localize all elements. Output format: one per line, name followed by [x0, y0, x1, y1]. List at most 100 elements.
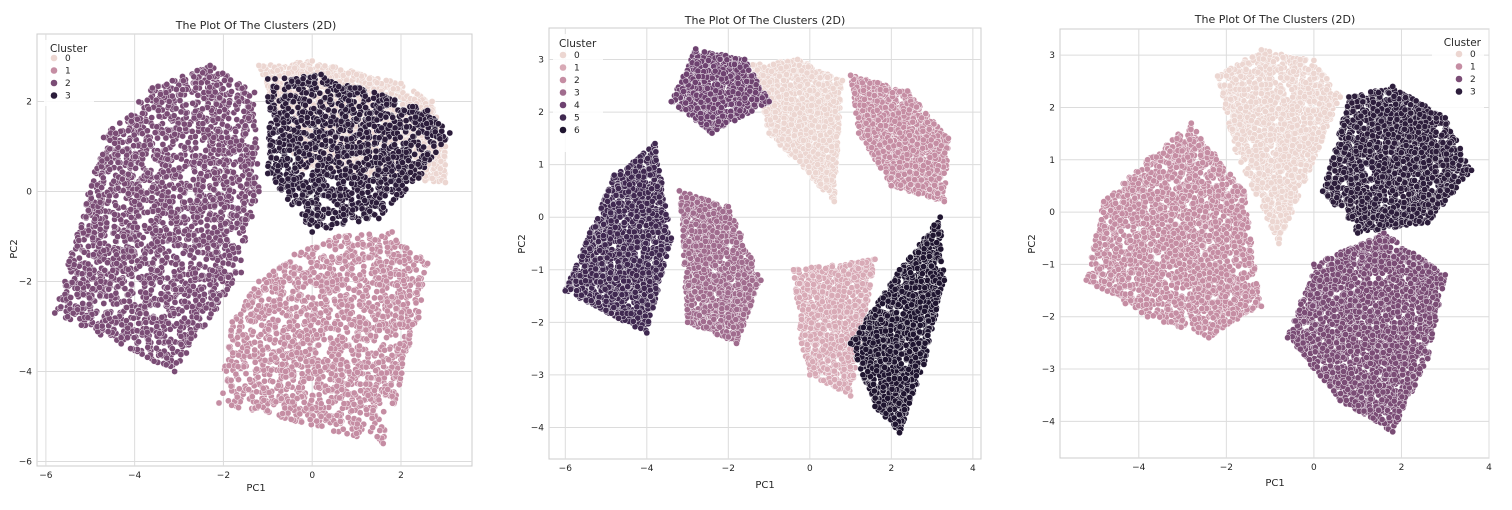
y-tick-label: 2 [26, 98, 32, 108]
data-point [233, 393, 241, 401]
data-point [300, 297, 308, 304]
data-point [396, 258, 404, 266]
data-point [276, 301, 284, 308]
data-point [412, 254, 420, 262]
y-tick-label: −6 [19, 458, 33, 468]
data-point [338, 334, 346, 341]
data-point [284, 333, 292, 341]
data-point [331, 246, 339, 253]
data-point [299, 62, 306, 69]
data-point [339, 425, 347, 433]
data-point [348, 321, 356, 329]
data-point [315, 375, 323, 383]
panel-1-points [51, 57, 454, 447]
data-point [274, 317, 282, 324]
data-point [154, 83, 162, 90]
y-tick-label: −4 [19, 368, 33, 378]
data-point [312, 280, 320, 287]
data-point [338, 281, 346, 289]
data-point [406, 331, 414, 339]
data-point [373, 433, 381, 441]
data-point [327, 334, 334, 342]
data-point [168, 92, 176, 100]
data-point [192, 139, 199, 146]
data-point [300, 399, 308, 406]
data-point [362, 363, 370, 371]
data-point [420, 269, 428, 277]
data-point [362, 326, 370, 334]
data-point [376, 281, 384, 289]
data-point [436, 165, 444, 173]
data-point [149, 259, 156, 267]
data-point [301, 318, 309, 326]
data-point [124, 291, 132, 299]
data-point [329, 278, 336, 286]
panel-1-plot-area: −6 −4 −2 0 2−6−4−202 [19, 33, 473, 481]
data-point [291, 251, 298, 258]
data-point [388, 392, 396, 400]
data-point [260, 396, 268, 404]
data-point [145, 105, 153, 113]
data-point [336, 394, 343, 402]
data-point [412, 299, 420, 307]
x-tick-label: −4 [128, 471, 142, 481]
data-point [176, 273, 184, 280]
data-point [337, 361, 345, 368]
data-point [234, 340, 242, 348]
data-point [235, 404, 242, 411]
data-point [314, 62, 322, 70]
data-point [366, 75, 373, 83]
data-point [290, 270, 298, 278]
data-point [244, 301, 252, 309]
data-point [255, 302, 263, 310]
data-point [295, 384, 303, 391]
data-point [180, 213, 188, 221]
data-point [304, 245, 312, 253]
data-point [197, 79, 205, 87]
data-point [324, 270, 331, 278]
data-point [413, 289, 421, 296]
data-point [137, 240, 145, 248]
data-point [337, 320, 344, 328]
data-point [338, 371, 346, 379]
data-point [324, 386, 332, 394]
data-point [396, 340, 404, 348]
data-point [379, 313, 387, 320]
data-point [202, 255, 210, 263]
data-point [367, 332, 375, 339]
data-point [245, 386, 253, 393]
data-point [148, 194, 156, 201]
data-point [239, 237, 247, 244]
data-point [241, 162, 249, 170]
data-point [396, 320, 404, 328]
data-point [155, 338, 163, 346]
data-point [340, 314, 348, 322]
y-tick-label: −2 [19, 278, 32, 288]
data-point [397, 314, 405, 322]
data-point [321, 62, 329, 70]
data-point [294, 279, 302, 287]
data-point [309, 294, 317, 302]
data-point [270, 297, 278, 305]
data-point [308, 57, 316, 65]
data-point [243, 98, 251, 105]
data-point [325, 398, 333, 405]
data-point [354, 332, 362, 340]
data-point [159, 219, 167, 227]
data-point [261, 357, 269, 364]
data-point [250, 285, 258, 293]
data-point [332, 356, 340, 364]
data-point [343, 276, 351, 284]
data-point [320, 240, 327, 248]
data-point [253, 365, 261, 373]
data-point [384, 307, 391, 315]
data-point [258, 321, 266, 329]
data-point [298, 418, 305, 426]
data-point [371, 294, 378, 302]
data-point [359, 293, 367, 300]
data-point [293, 349, 301, 357]
data-point [348, 407, 356, 415]
data-point [375, 376, 383, 383]
data-point [331, 297, 339, 305]
data-point [333, 411, 341, 419]
